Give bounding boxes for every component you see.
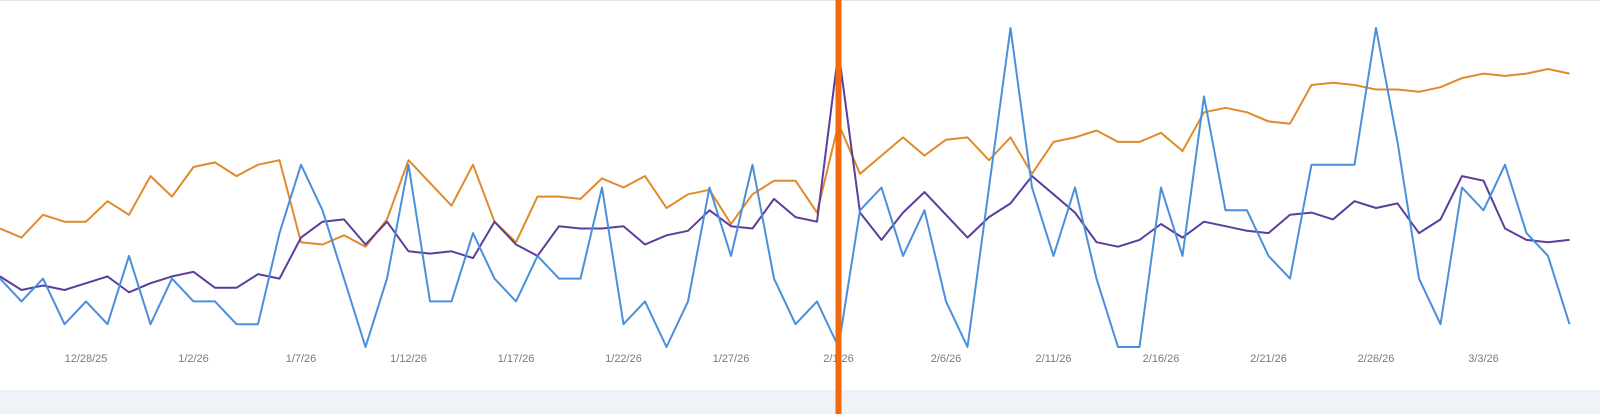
blue-series-line (0, 27, 1571, 348)
series-layer (0, 27, 1571, 348)
x-tick-label: 1/17/26 (498, 353, 535, 365)
x-tick-label: 12/28/25 (65, 353, 108, 365)
x-tick-label: 1/12/26 (390, 353, 427, 365)
x-tick-label: 3/3/26 (1468, 353, 1499, 365)
purple-series-line (0, 49, 1570, 294)
x-tick-label: 1/27/26 (713, 353, 750, 365)
hover-cursor-line[interactable] (835, 0, 842, 414)
x-axis-ticks: 12/23/2512/28/251/2/261/7/261/12/261/17/… (65, 353, 1499, 365)
orange-series-line (0, 68, 1570, 248)
x-tick-label: 1/22/26 (605, 353, 642, 365)
top-border (0, 0, 1600, 1)
footer-band (0, 390, 1600, 414)
x-tick-label: 1/7/26 (286, 353, 317, 365)
x-tick-label: 1/2/26 (178, 353, 209, 365)
x-tick-label: 2/16/26 (1143, 353, 1180, 365)
x-tick-label: 2/26/26 (1358, 353, 1395, 365)
x-tick-label: 2/6/26 (931, 353, 962, 365)
x-tick-label: 2/21/26 (1250, 353, 1287, 365)
x-tick-label: 2/11/26 (1036, 353, 1072, 365)
